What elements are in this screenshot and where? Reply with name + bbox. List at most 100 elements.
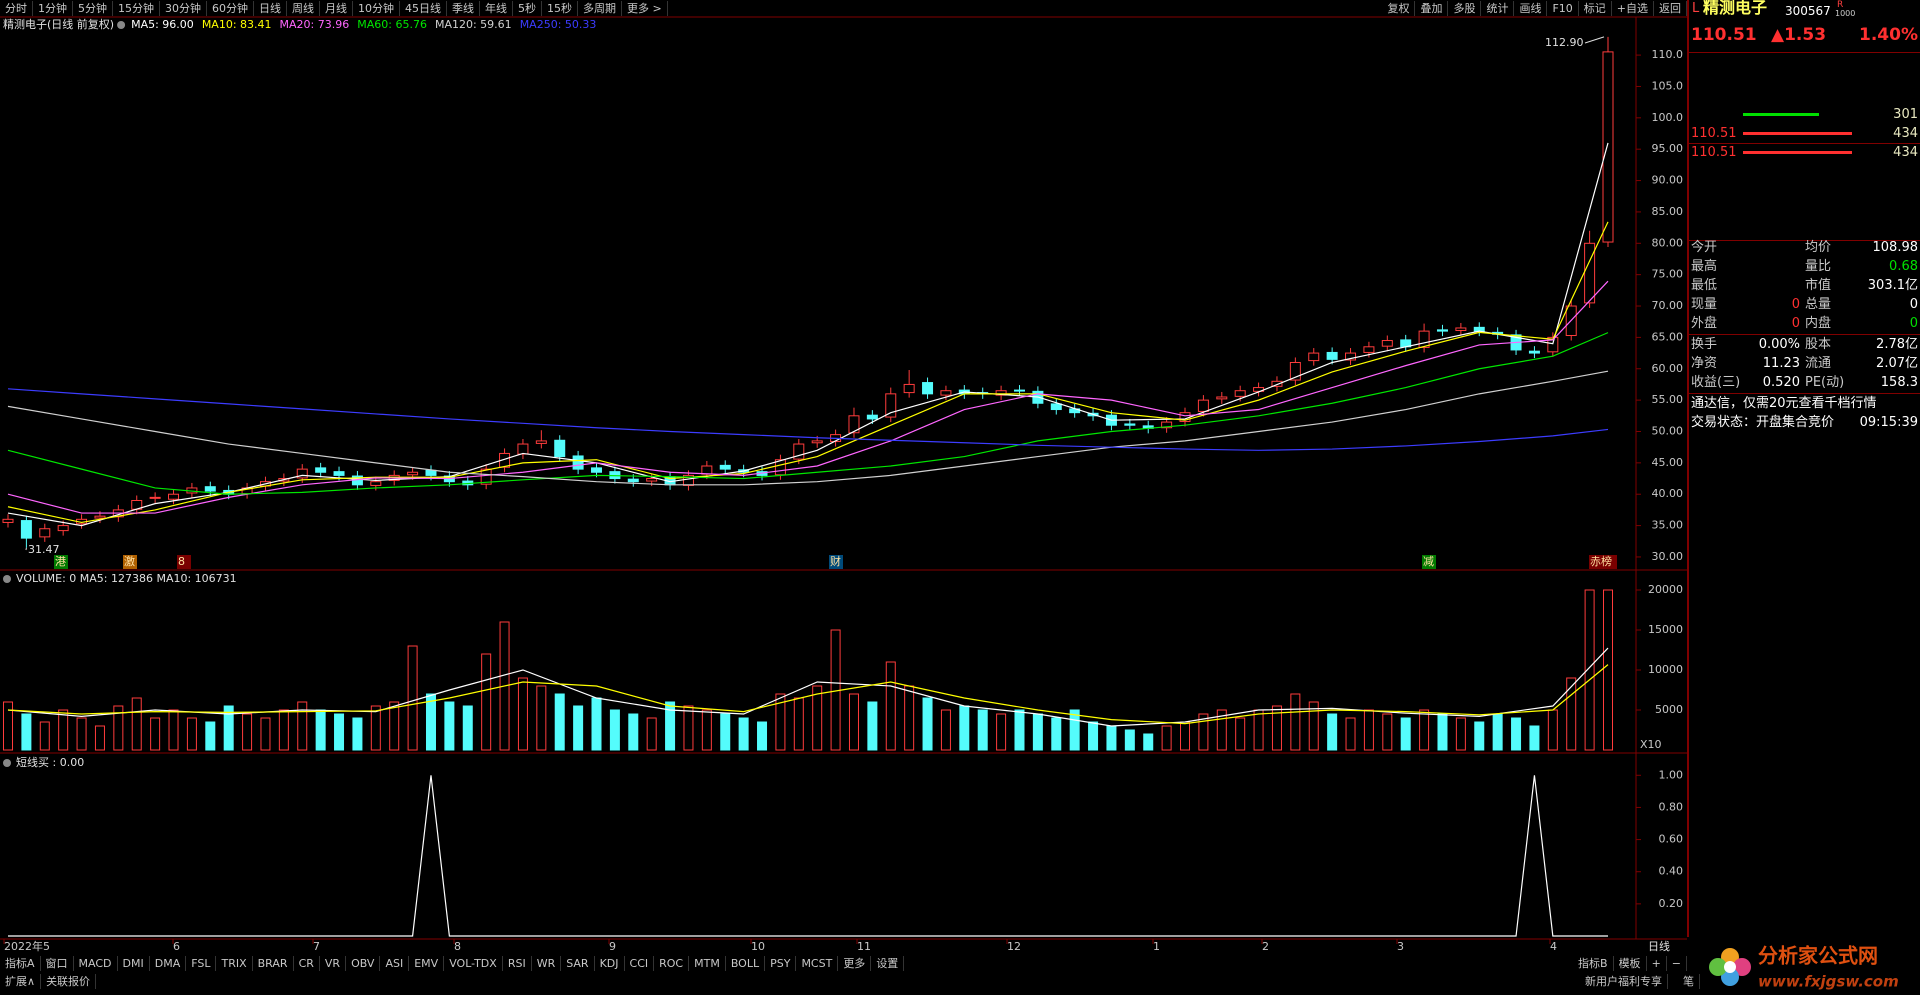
tab[interactable]: 30分钟 — [160, 1, 207, 16]
tab[interactable]: 5分钟 — [73, 1, 113, 16]
annotation-arrow — [1584, 36, 1605, 44]
tab[interactable]: VOL-TDX — [444, 956, 503, 971]
tab[interactable]: 指标A — [0, 956, 41, 971]
tab[interactable]: 笔 — [1678, 973, 1700, 989]
volume-bar — [1363, 709, 1374, 751]
candle-body — [848, 415, 860, 434]
tab[interactable]: 模板 — [1614, 956, 1647, 971]
volume-bar — [1566, 677, 1577, 751]
tab[interactable]: 10分钟 — [353, 1, 400, 16]
tab[interactable]: F10 — [1547, 1, 1579, 16]
stat-value: 0 — [1909, 297, 1918, 312]
tab[interactable]: VR — [320, 956, 347, 971]
tab[interactable]: 扩展∧ — [0, 973, 42, 989]
panel-icon — [117, 21, 126, 29]
tab[interactable]: 关联报价 — [41, 973, 97, 989]
y-tick-label: 5000 — [1655, 703, 1683, 716]
x-tick-label: 11 — [857, 940, 871, 953]
stat-value: 0.520 — [1762, 375, 1800, 390]
tab[interactable]: RSI — [503, 956, 532, 971]
tab[interactable]: +自选 — [1612, 1, 1654, 16]
tab[interactable]: + — [1647, 956, 1667, 971]
tab[interactable]: DMI — [118, 956, 150, 971]
ad-text[interactable]: 通达信，仅需20元查看千档行情 — [1691, 396, 1877, 411]
tab[interactable]: 月线 — [320, 1, 353, 16]
tab[interactable]: DMA — [150, 956, 187, 971]
status-time: 09:15:39 — [1859, 415, 1918, 430]
tab[interactable]: MTM — [689, 956, 726, 971]
tab[interactable]: MACD — [74, 956, 118, 971]
y-tick-label: 40.00 — [1652, 487, 1684, 500]
tab[interactable]: CR — [294, 956, 320, 971]
tab[interactable]: MCST — [796, 956, 839, 971]
candle-body — [425, 469, 437, 476]
tab[interactable]: SAR — [561, 956, 595, 971]
tab[interactable]: 窗口 — [41, 956, 74, 971]
tab[interactable]: 标记 — [1579, 1, 1612, 16]
tab[interactable]: 指标B — [1573, 956, 1614, 971]
tab[interactable]: 多股 — [1448, 1, 1482, 16]
tab[interactable]: 45日线 — [400, 1, 447, 16]
tab[interactable]: 日线 — [254, 1, 287, 16]
tab[interactable]: 新用户福利专享 — [1580, 973, 1668, 989]
volume-bar — [1400, 717, 1411, 751]
line — [8, 775, 1608, 937]
tab[interactable]: 周线 — [287, 1, 320, 16]
tab[interactable]: 复权 — [1382, 1, 1416, 16]
tab[interactable]: 15秒 — [542, 1, 578, 16]
tab[interactable]: 1分钟 — [33, 1, 73, 16]
tab[interactable]: 多周期 — [578, 1, 622, 16]
stat-value: 0 — [1791, 316, 1800, 331]
tab[interactable]: WR — [532, 956, 562, 971]
stat-label: PE(动) — [1805, 375, 1845, 390]
x-tick-label: 2022年5 — [4, 939, 50, 953]
tab[interactable]: ROC — [654, 956, 690, 971]
tab[interactable]: OBV — [346, 956, 381, 971]
tab[interactable]: 5秒 — [513, 1, 542, 16]
tab[interactable]: 季线 — [447, 1, 480, 16]
tab[interactable]: 60分钟 — [207, 1, 254, 16]
volume-bar — [977, 709, 988, 751]
volume-bar — [1437, 713, 1448, 751]
event-marker-label: 港 — [55, 555, 66, 568]
tab[interactable]: 叠加 — [1415, 1, 1449, 16]
volume-bar — [242, 713, 253, 751]
tab[interactable]: TRIX — [216, 956, 253, 971]
event-marker-label: 财 — [830, 554, 841, 568]
tab[interactable]: 更多 — [838, 956, 872, 971]
tab[interactable]: 画线 — [1514, 1, 1548, 16]
volume-bar — [1603, 589, 1613, 751]
tab[interactable]: BOLL — [726, 956, 766, 971]
tab[interactable]: 返回 — [1654, 1, 1687, 16]
tab[interactable]: EMV — [409, 956, 445, 971]
tab[interactable]: 分时 — [0, 1, 33, 16]
volume-bar — [1308, 701, 1319, 751]
tab[interactable]: 统计 — [1481, 1, 1515, 16]
stat-value: 158.3 — [1880, 375, 1918, 390]
volume-bar — [646, 717, 657, 751]
volume-bar — [1106, 725, 1117, 751]
volume-bar — [3, 701, 13, 751]
volume-bar — [628, 713, 639, 751]
tab[interactable]: KDJ — [595, 956, 625, 971]
tab[interactable]: 更多 > — [622, 1, 668, 16]
volume-bar — [1584, 589, 1595, 751]
stat-label: 最高 — [1691, 259, 1718, 274]
y-tick-label: 35.00 — [1652, 519, 1684, 532]
candle-body — [1547, 336, 1559, 353]
tab[interactable]: FSL — [186, 956, 217, 971]
event-marker-label: 赤榜 — [1590, 554, 1612, 568]
candle-body — [1234, 390, 1246, 397]
volume-bar — [1455, 717, 1466, 751]
candle-body — [940, 390, 952, 396]
tab[interactable]: 15分钟 — [113, 1, 160, 16]
tab[interactable]: − — [1667, 956, 1687, 971]
tab[interactable]: BRAR — [253, 956, 294, 971]
tab[interactable]: 设置 — [871, 956, 905, 971]
tab[interactable]: ASI — [380, 956, 410, 971]
tab[interactable]: 年线 — [480, 1, 513, 16]
candle-body — [149, 496, 161, 499]
tab[interactable]: PSY — [765, 956, 797, 971]
volume-bar — [1419, 709, 1430, 751]
tab[interactable]: CCI — [625, 956, 655, 971]
